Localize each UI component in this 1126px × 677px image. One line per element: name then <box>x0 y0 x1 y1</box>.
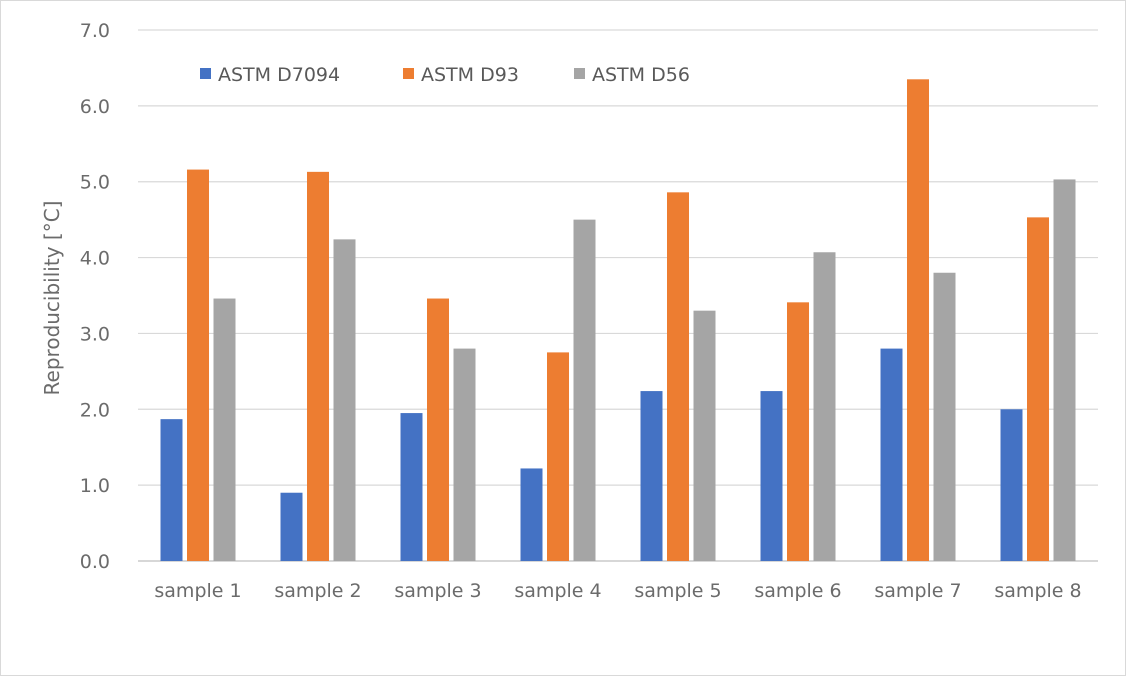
bar-astm-d7094 <box>1000 409 1023 561</box>
bar-astm-d7094 <box>640 391 663 561</box>
legend: ASTM D7094 ASTM D93 ASTM D56 <box>200 64 690 86</box>
legend-swatch <box>200 68 211 79</box>
x-tick-label: sample 1 <box>154 580 241 602</box>
bar-astm-d93 <box>907 79 929 562</box>
y-tick-label: 4.0 <box>80 248 110 270</box>
bar-astm-d93 <box>307 171 329 562</box>
x-tick-label: sample 2 <box>274 580 361 602</box>
x-tick-label: sample 3 <box>394 580 481 602</box>
bar-astm-d56 <box>1053 179 1076 561</box>
x-tick-label: sample 7 <box>874 580 961 602</box>
bar-astm-d7094 <box>760 391 783 561</box>
gridlines <box>138 29 1098 562</box>
bar-astm-d93 <box>187 169 209 561</box>
legend-label: ASTM D93 <box>421 64 519 86</box>
y-axis-ticks: 0.0 1.0 2.0 3.0 4.0 5.0 6.0 7.0 <box>80 20 110 573</box>
legend-swatch <box>403 68 414 79</box>
bar-astm-d56 <box>213 298 236 561</box>
bar-astm-d56 <box>693 310 716 561</box>
x-tick-label: sample 4 <box>514 580 601 602</box>
bars <box>160 79 1076 562</box>
bar-astm-d93 <box>547 352 569 561</box>
bar-astm-d93 <box>787 302 809 561</box>
y-tick-label: 7.0 <box>80 20 110 42</box>
legend-swatch <box>574 68 585 79</box>
bar-astm-d56 <box>813 252 836 562</box>
legend-label: ASTM D7094 <box>218 64 340 86</box>
bar-astm-d56 <box>933 272 956 561</box>
y-tick-label: 0.0 <box>80 551 110 573</box>
bar-astm-d93 <box>667 192 689 561</box>
y-tick-label: 3.0 <box>80 323 110 345</box>
x-tick-label: sample 6 <box>754 580 841 602</box>
bar-astm-d7094 <box>880 348 903 561</box>
x-tick-label: sample 5 <box>634 580 721 602</box>
bar-astm-d7094 <box>160 419 183 561</box>
bar-astm-d93 <box>1027 217 1049 562</box>
y-tick-label: 5.0 <box>80 172 110 194</box>
bar-astm-d93 <box>427 298 449 561</box>
bar-astm-d56 <box>453 348 476 561</box>
x-axis-ticks: sample 1 sample 2 sample 3 sample 4 sample 5… <box>154 580 1081 602</box>
legend-label: ASTM D56 <box>592 64 690 86</box>
y-axis-title: Reproducibility [°C] <box>40 201 64 396</box>
y-tick-label: 2.0 <box>80 399 110 421</box>
bar-astm-d7094 <box>520 468 543 561</box>
y-tick-label: 6.0 <box>80 96 110 118</box>
y-tick-label: 1.0 <box>80 475 110 497</box>
bar-astm-d7094 <box>400 413 423 561</box>
x-tick-label: sample 8 <box>994 580 1081 602</box>
bar-astm-d56 <box>333 239 356 561</box>
bar-astm-d56 <box>573 219 596 561</box>
bar-astm-d7094 <box>280 492 303 561</box>
